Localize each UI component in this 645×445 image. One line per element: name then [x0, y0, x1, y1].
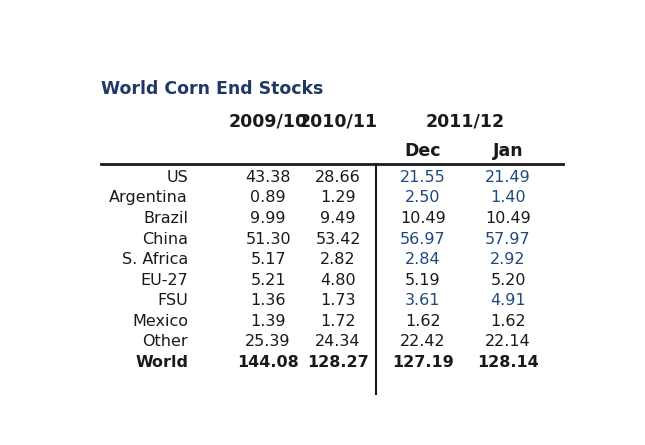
Text: World: World: [135, 355, 188, 370]
Text: Mexico: Mexico: [132, 314, 188, 329]
Text: 2.82: 2.82: [321, 252, 356, 267]
Text: 1.73: 1.73: [321, 293, 356, 308]
Text: 10.49: 10.49: [400, 211, 446, 226]
Text: 2.92: 2.92: [490, 252, 526, 267]
Text: 128.27: 128.27: [307, 355, 369, 370]
Text: 9.99: 9.99: [250, 211, 286, 226]
Text: 21.55: 21.55: [400, 170, 446, 185]
Text: 53.42: 53.42: [315, 231, 361, 247]
Text: Jan: Jan: [493, 142, 523, 160]
Text: Argentina: Argentina: [110, 190, 188, 206]
Text: 2010/11: 2010/11: [299, 113, 377, 131]
Text: 144.08: 144.08: [237, 355, 299, 370]
Text: 128.14: 128.14: [477, 355, 539, 370]
Text: US: US: [166, 170, 188, 185]
Text: 5.19: 5.19: [405, 273, 441, 288]
Text: 5.17: 5.17: [250, 252, 286, 267]
Text: Brazil: Brazil: [143, 211, 188, 226]
Text: 1.72: 1.72: [321, 314, 356, 329]
Text: 43.38: 43.38: [245, 170, 291, 185]
Text: 2009/10: 2009/10: [228, 113, 308, 131]
Text: 10.49: 10.49: [485, 211, 531, 226]
Text: 1.36: 1.36: [250, 293, 286, 308]
Text: 57.97: 57.97: [485, 231, 531, 247]
Text: 0.89: 0.89: [250, 190, 286, 206]
Text: Dec: Dec: [405, 142, 441, 160]
Text: FSU: FSU: [157, 293, 188, 308]
Text: 2011/12: 2011/12: [426, 113, 505, 131]
Text: S. Africa: S. Africa: [122, 252, 188, 267]
Text: 51.30: 51.30: [245, 231, 291, 247]
Text: World Corn End Stocks: World Corn End Stocks: [101, 81, 323, 98]
Text: 4.91: 4.91: [490, 293, 526, 308]
Text: 2.84: 2.84: [405, 252, 441, 267]
Text: 1.62: 1.62: [490, 314, 526, 329]
Text: Other: Other: [143, 334, 188, 349]
Text: 5.21: 5.21: [250, 273, 286, 288]
Text: 1.39: 1.39: [250, 314, 286, 329]
Text: 127.19: 127.19: [392, 355, 454, 370]
Text: 28.66: 28.66: [315, 170, 361, 185]
Text: China: China: [142, 231, 188, 247]
Text: 2.50: 2.50: [405, 190, 441, 206]
Text: 1.29: 1.29: [321, 190, 356, 206]
Text: 9.49: 9.49: [321, 211, 356, 226]
Text: 1.62: 1.62: [405, 314, 441, 329]
Text: 22.42: 22.42: [401, 334, 446, 349]
Text: 22.14: 22.14: [485, 334, 531, 349]
Text: EU-27: EU-27: [141, 273, 188, 288]
Text: 5.20: 5.20: [490, 273, 526, 288]
Text: 21.49: 21.49: [485, 170, 531, 185]
Text: 4.80: 4.80: [321, 273, 356, 288]
Text: 3.61: 3.61: [405, 293, 441, 308]
Text: 25.39: 25.39: [245, 334, 291, 349]
Text: 1.40: 1.40: [490, 190, 526, 206]
Text: 24.34: 24.34: [315, 334, 361, 349]
Text: 56.97: 56.97: [401, 231, 446, 247]
